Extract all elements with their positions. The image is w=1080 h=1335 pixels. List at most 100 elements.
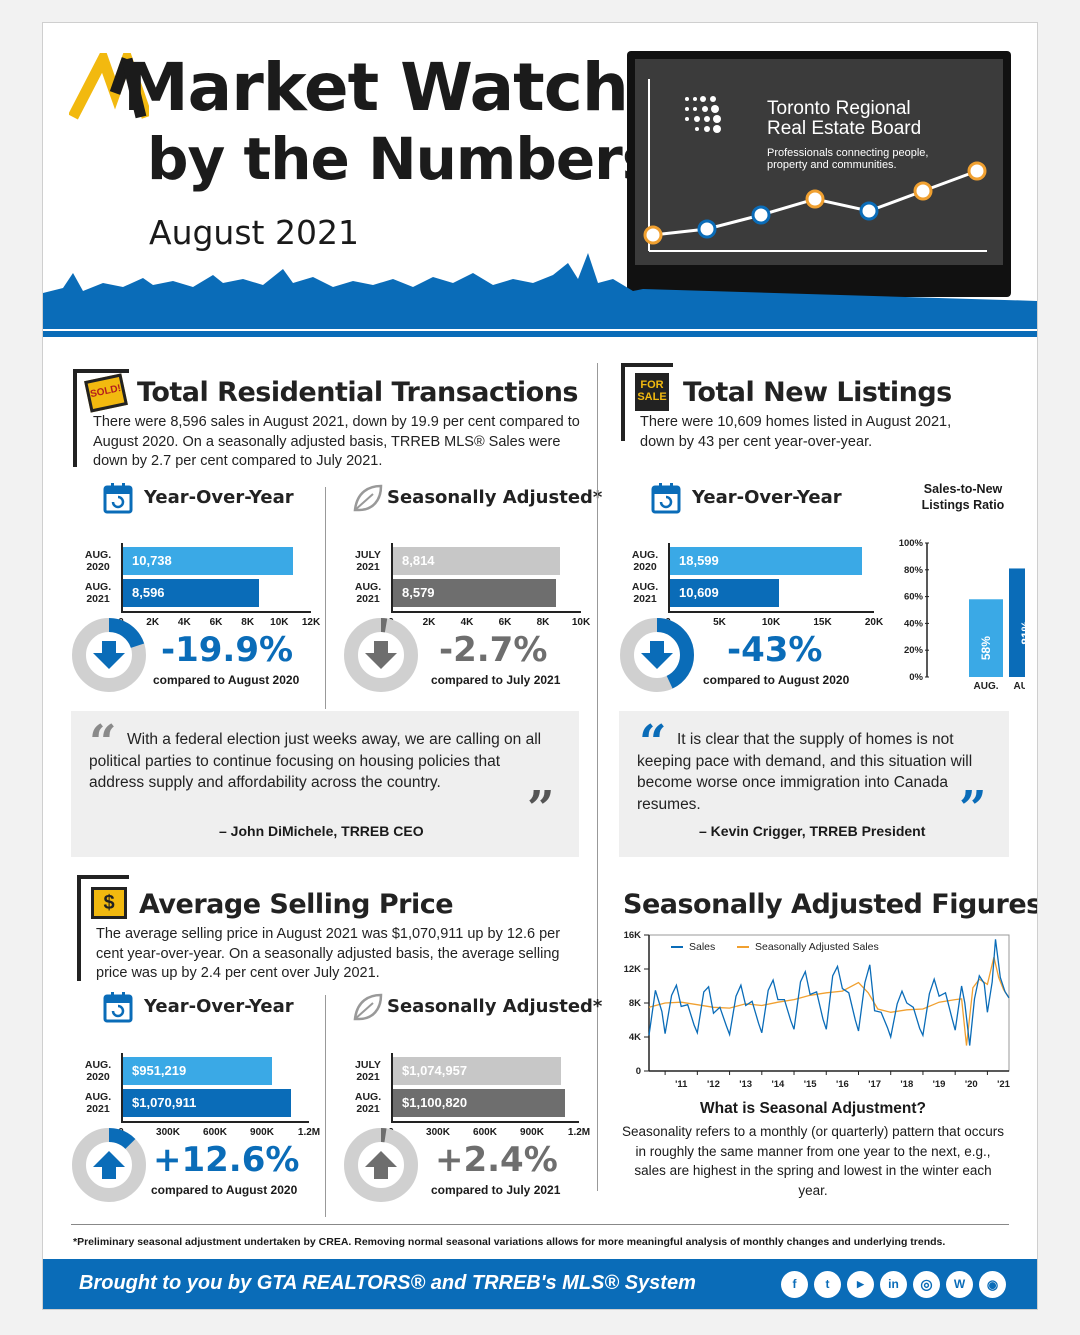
- transactions-title: Total Residential Transactions: [137, 377, 579, 408]
- close-quote-icon: ”: [527, 781, 555, 837]
- sign-post: [73, 369, 77, 467]
- listings-body: There were 10,609 homes listed in August…: [640, 414, 952, 450]
- logo-m-icon: [69, 53, 149, 120]
- linkedin-icon[interactable]: in: [880, 1271, 907, 1298]
- axis-line: [391, 1053, 393, 1123]
- ratio-category-label: AUG.: [974, 681, 999, 692]
- quote-president-author: – Kevin Crigger, TRREB President: [699, 823, 926, 839]
- arrow-up-icon: [93, 1151, 125, 1179]
- open-quote-icon: “: [639, 715, 667, 771]
- bar-category-label: AUG. 2021: [354, 1091, 382, 1115]
- bar: 8,596: [123, 579, 260, 607]
- calendar-icon: [103, 482, 133, 519]
- x-tick-label: '14: [772, 1079, 786, 1090]
- twitter-icon[interactable]: t: [814, 1271, 841, 1298]
- trreb-dots-logo: [685, 96, 721, 133]
- monitor: Toronto Regional Real Estate Board Profe…: [627, 51, 1011, 297]
- listings-yoy-heading: Year-Over-Year: [692, 487, 842, 508]
- price-sa-chart: JULY 2021 $1,074,957 AUG. 2021 $1,100,820 0 300…: [341, 1031, 591, 1138]
- axis-tick-label: 2K: [146, 617, 160, 628]
- price-body: The average selling price in August 2021…: [96, 926, 561, 981]
- axis-tick-label: 600K: [473, 1127, 497, 1138]
- axis-tick-label: 6K: [498, 617, 512, 628]
- axis-tick-label: 4K: [460, 617, 474, 628]
- price-sa-donut: [343, 1127, 419, 1208]
- facebook-icon[interactable]: f: [781, 1271, 808, 1298]
- trans-sa-compare: compared to July 2021: [431, 673, 561, 687]
- youtube-icon[interactable]: ▶: [847, 1271, 874, 1298]
- bar-category-label: AUG. 2020: [84, 1059, 112, 1083]
- x-tick-label: '21: [997, 1079, 1011, 1090]
- city-skyline-graphic: [43, 253, 1037, 343]
- price-sa-heading: Seasonally Adjusted*: [387, 996, 603, 1017]
- listings-yoy-chart: AUG. 2020 18,599 AUG. 2021 10,609 0 5K 10K 15K 20K: [618, 521, 883, 628]
- axis-tick-label: 20K: [864, 617, 884, 628]
- axis-line: [121, 611, 311, 613]
- arrow-down-icon: [93, 641, 125, 669]
- axis-tick-label: 10K: [270, 617, 289, 628]
- axis-tick-label: 6K: [209, 617, 223, 628]
- series-line-sales: [648, 939, 1010, 1046]
- axis-tick-label: 900K: [520, 1127, 544, 1138]
- axis-tick-label: 1.2M: [297, 1127, 321, 1138]
- axis-line: [121, 543, 123, 613]
- axis-tick-label: 20%: [904, 645, 924, 656]
- sign-post: [621, 363, 625, 441]
- axis-tick-label: 300K: [156, 1127, 180, 1138]
- ratio-chart-svg: 100%80%60%40%20%0%58%AUG.202081%AUG.2021: [899, 538, 1037, 704]
- quote-ceo-author: – John DiMichele, TRREB CEO: [219, 823, 424, 839]
- trans-sa-pct: -2.7%: [439, 630, 548, 670]
- axis-tick-label: 5K: [713, 617, 726, 628]
- axis-tick-label: 12K: [301, 617, 321, 628]
- price-yoy-heading: Year-Over-Year: [144, 996, 294, 1017]
- bar: $1,074,957: [393, 1057, 562, 1085]
- axis-tick-label: 4K: [177, 617, 191, 628]
- donut-gauge: [344, 1128, 418, 1202]
- seasonal-line-chart: 0 4K 8K 12K 16K '11 '12 '13 '14 '15 '16 '17 '18 '19 '2…: [613, 925, 1013, 1097]
- donut-arc: [344, 618, 418, 692]
- axis-tick-label: 0%: [909, 672, 923, 683]
- donut-gauge: [344, 618, 418, 692]
- bar: 8,814: [393, 547, 561, 575]
- podcast-icon[interactable]: ◉: [979, 1271, 1006, 1298]
- listings-yoy-donut: [619, 617, 695, 698]
- seasonal-answer: Seasonality refers to a monthly (or quar…: [622, 1124, 1004, 1198]
- footer: Brought to you by GTA REALTORS® and TRRE…: [43, 1259, 1037, 1309]
- axis-line: [121, 1053, 123, 1123]
- quote-president: “ It is clear that the supply of homes i…: [619, 711, 1009, 857]
- wordpress-icon[interactable]: W: [946, 1271, 973, 1298]
- x-tick-label: '12: [707, 1079, 720, 1090]
- price-yoy-pct: +12.6%: [153, 1140, 300, 1180]
- x-tick-label: '16: [836, 1079, 849, 1090]
- bar: 10,738: [123, 547, 294, 575]
- bar: $951,219: [123, 1057, 273, 1085]
- bar: 10,609: [670, 579, 780, 607]
- x-tick-label: '15: [804, 1079, 818, 1090]
- arrow-down-icon: [641, 641, 673, 669]
- donut-gauge: [72, 1128, 146, 1202]
- arrow-up-icon: [365, 1151, 397, 1179]
- trans-sa-heading: Seasonally Adjusted*: [387, 487, 603, 508]
- axis-tick-label: 40%: [904, 618, 924, 629]
- seasonal-title: Seasonally Adjusted Figures: [623, 889, 1038, 920]
- axis-tick-label: 15K: [813, 617, 832, 628]
- sign-arm: [77, 875, 129, 879]
- trans-yoy-compare: compared to August 2020: [153, 673, 300, 687]
- axis-tick-label: 600K: [203, 1127, 227, 1138]
- x-tick-label: '17: [868, 1079, 881, 1090]
- quote-president-text: It is clear that the supply of homes is …: [637, 731, 973, 813]
- legend-label: Seasonally Adjusted Sales: [755, 941, 879, 953]
- donut-arc: [72, 618, 146, 692]
- listings-yoy-compare: compared to August 2020: [703, 673, 850, 687]
- divider: [325, 487, 326, 709]
- axis-line: [121, 1121, 309, 1123]
- footnote-rule: [71, 1224, 1009, 1225]
- footnote: *Preliminary seasonal adjustment underta…: [73, 1236, 946, 1248]
- sign-arm: [621, 363, 673, 367]
- close-quote-icon: ”: [959, 781, 987, 837]
- board-tagline: Professionals connecting people, propert…: [767, 147, 929, 171]
- instagram-icon[interactable]: ◎: [913, 1271, 940, 1298]
- axis-line: [391, 543, 393, 613]
- y-tick-label: 0: [636, 1066, 641, 1077]
- ratio-bar-label: 81%: [1019, 620, 1025, 644]
